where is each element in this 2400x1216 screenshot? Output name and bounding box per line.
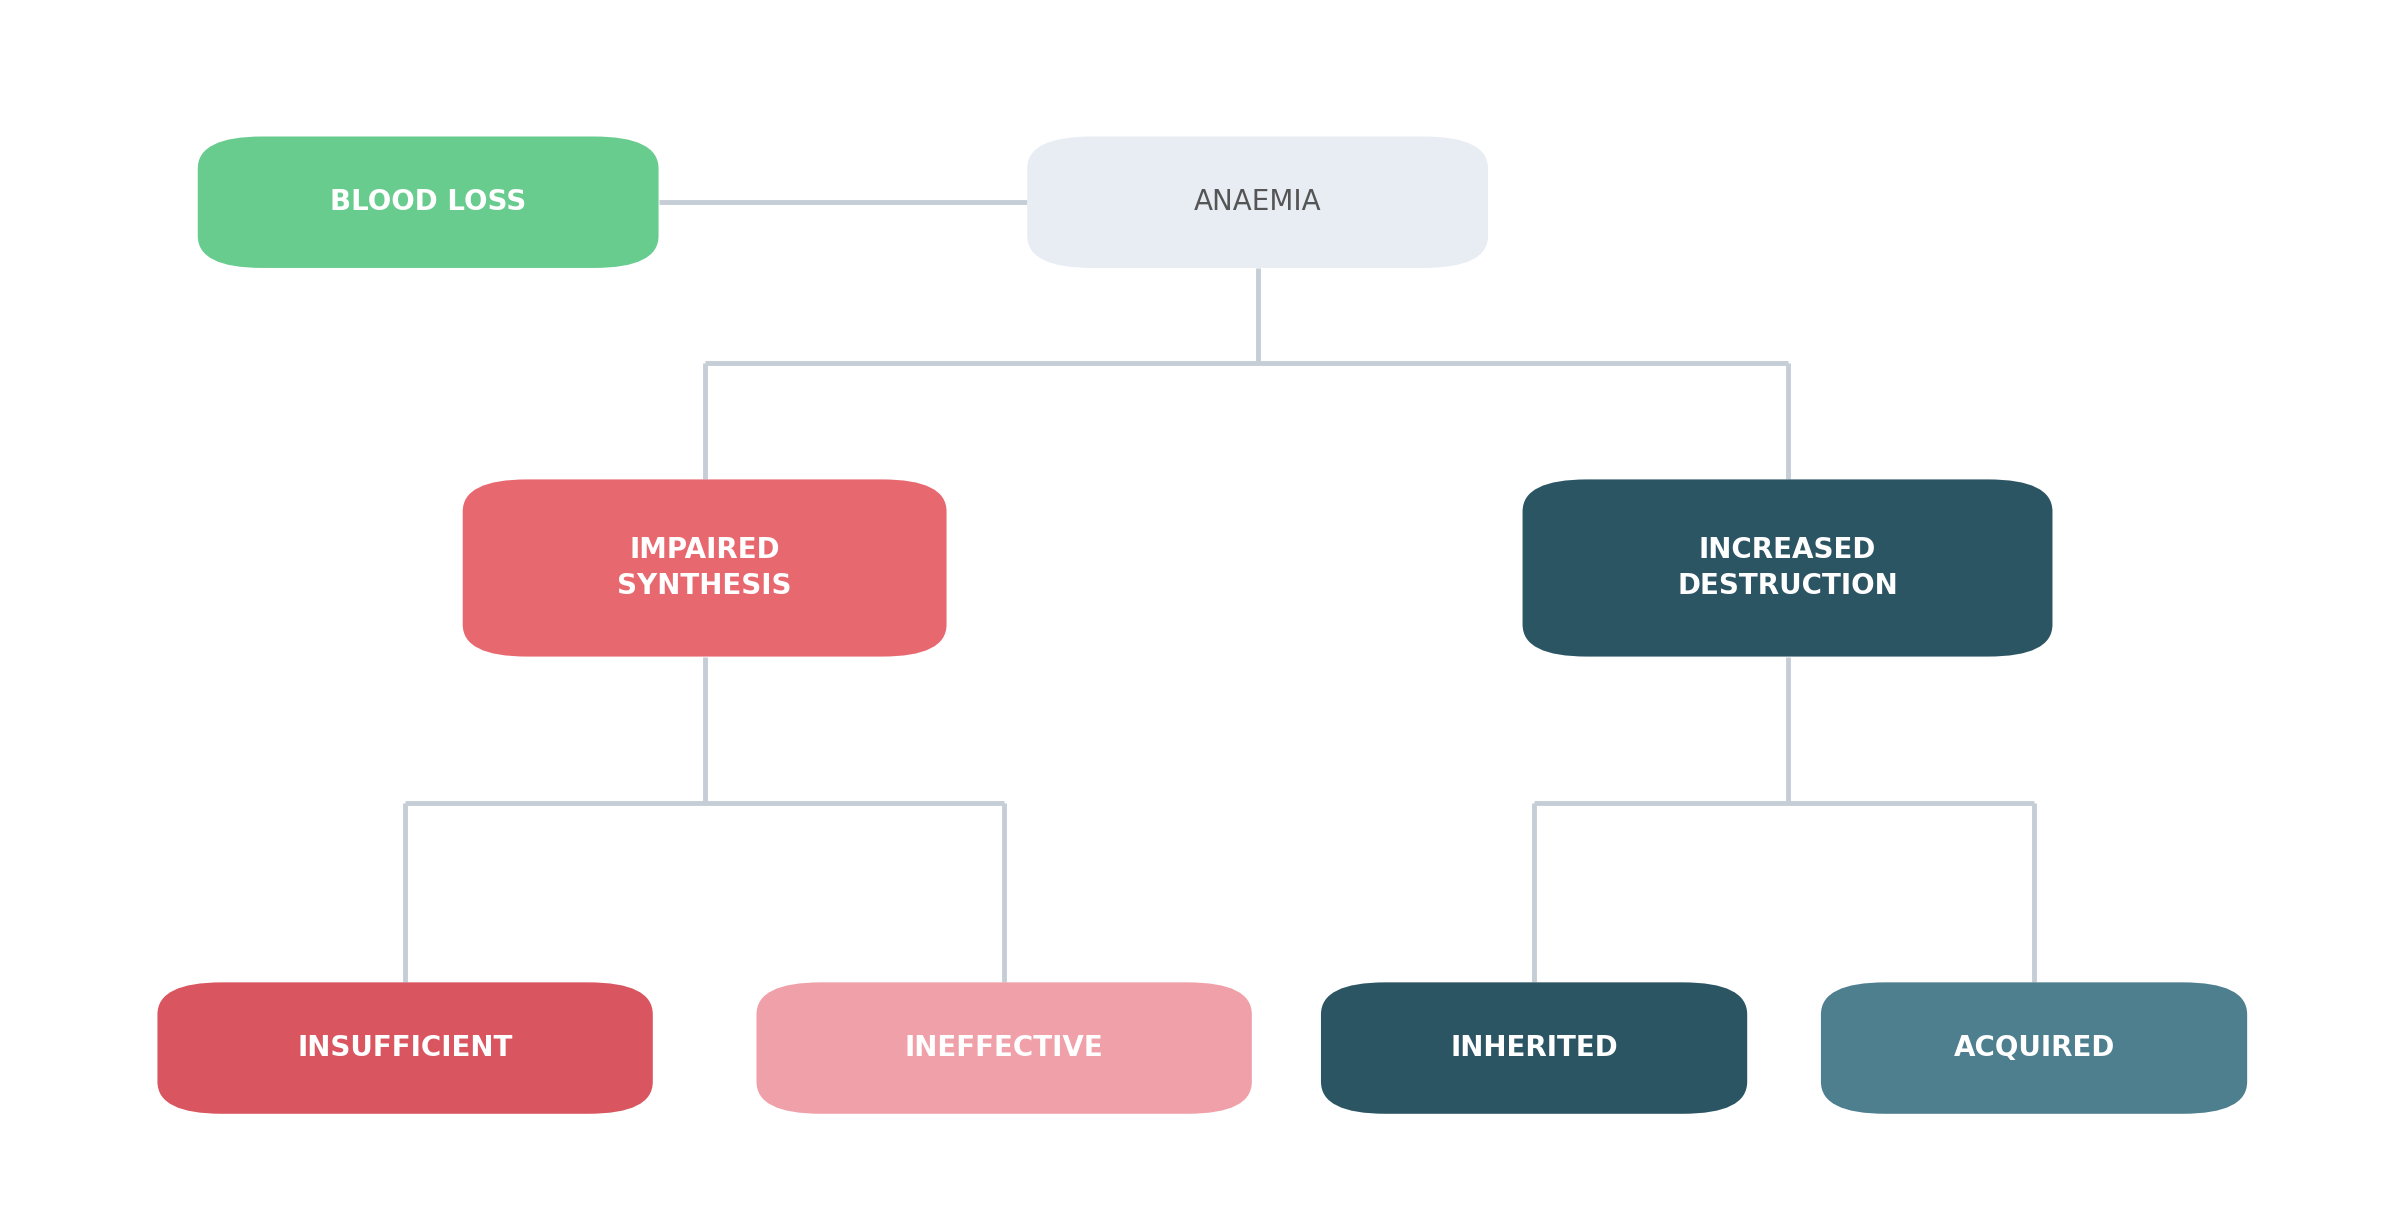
FancyBboxPatch shape xyxy=(1320,983,1747,1114)
Text: INHERITED: INHERITED xyxy=(1450,1034,1618,1062)
Text: BLOOD LOSS: BLOOD LOSS xyxy=(331,188,526,216)
FancyBboxPatch shape xyxy=(756,983,1253,1114)
FancyBboxPatch shape xyxy=(463,479,946,657)
FancyBboxPatch shape xyxy=(197,136,658,268)
Text: INSUFFICIENT: INSUFFICIENT xyxy=(298,1034,514,1062)
Text: IMPAIRED
SYNTHESIS: IMPAIRED SYNTHESIS xyxy=(617,535,792,601)
FancyBboxPatch shape xyxy=(1822,983,2246,1114)
Text: ACQUIRED: ACQUIRED xyxy=(1954,1034,2114,1062)
FancyBboxPatch shape xyxy=(1522,479,2052,657)
FancyBboxPatch shape xyxy=(1027,136,1488,268)
Text: ANAEMIA: ANAEMIA xyxy=(1193,188,1322,216)
Text: INCREASED
DESTRUCTION: INCREASED DESTRUCTION xyxy=(1678,535,1898,601)
Text: INEFFECTIVE: INEFFECTIVE xyxy=(905,1034,1104,1062)
FancyBboxPatch shape xyxy=(158,983,653,1114)
